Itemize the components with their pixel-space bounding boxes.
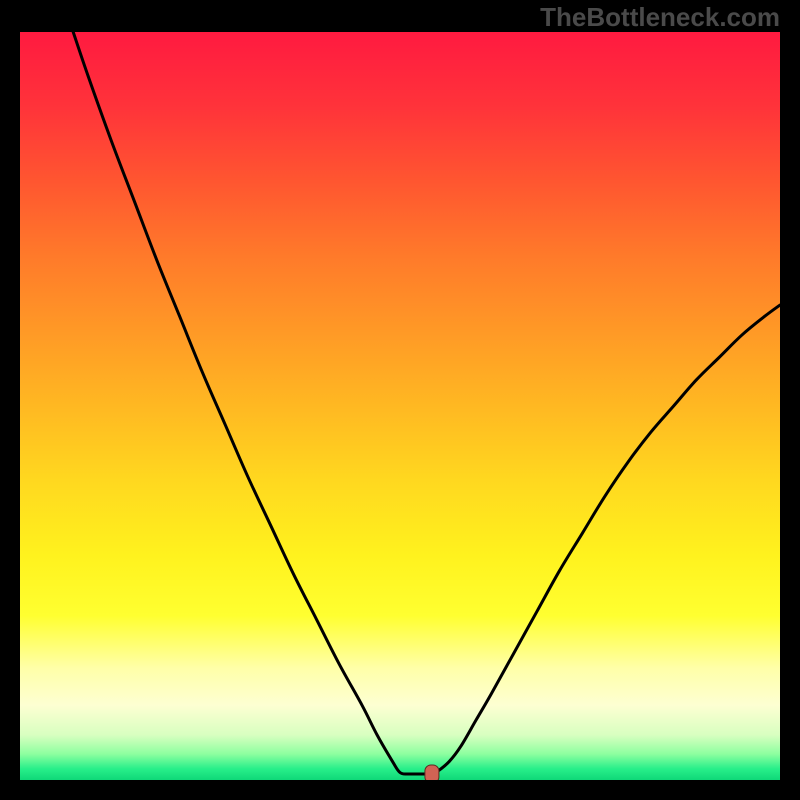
attribution-text: TheBottleneck.com — [540, 2, 780, 33]
plot-area — [20, 32, 780, 780]
plot-svg — [20, 32, 780, 780]
gradient-background — [20, 32, 780, 780]
bottleneck-marker — [425, 765, 439, 780]
